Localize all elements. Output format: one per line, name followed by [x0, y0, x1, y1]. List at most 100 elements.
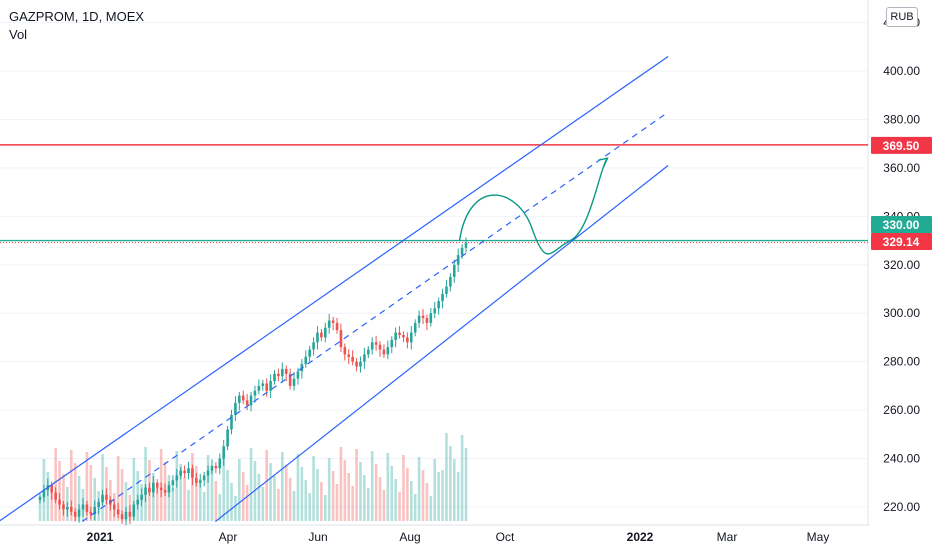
volume-bar	[359, 462, 362, 521]
time-axis[interactable]: 2021 Apr Jun Aug Oct 2022 Mar May	[87, 530, 830, 544]
candle-body	[261, 383, 265, 386]
candle-body	[269, 381, 272, 391]
candle-body	[38, 497, 42, 500]
volume-bar	[245, 485, 249, 521]
candle-body	[148, 487, 151, 493]
volume-bar	[265, 450, 268, 521]
volume-bar	[398, 492, 401, 521]
candle-body	[140, 494, 143, 500]
volume-bar	[421, 470, 425, 521]
candle-body	[347, 354, 351, 357]
volume-bar	[409, 481, 413, 521]
chart-grid	[0, 0, 932, 526]
volume-bar	[50, 485, 54, 521]
volume-bar	[429, 496, 433, 521]
candle-body	[449, 276, 452, 287]
volume-bar	[179, 464, 182, 521]
price-tick-label: 400.00	[883, 64, 920, 78]
candle-body	[175, 475, 179, 481]
candle-body	[429, 313, 433, 323]
volume-bar	[425, 483, 429, 521]
candle-body	[97, 502, 100, 507]
volume-bar	[312, 456, 315, 521]
candle-body	[320, 332, 323, 338]
candle-body	[339, 330, 343, 348]
candle-body	[112, 504, 116, 510]
channel-lower-line	[215, 164, 669, 523]
volume-bar	[183, 477, 186, 521]
candle-body	[273, 373, 276, 382]
candle-body	[241, 395, 245, 401]
candle-body	[226, 429, 229, 447]
candle-body	[456, 255, 460, 265]
price-level-tag-label: 369.50	[883, 139, 920, 153]
candle-body	[101, 494, 104, 503]
volume-bar	[261, 487, 265, 521]
volume-bar	[101, 454, 104, 521]
candle-body	[413, 322, 417, 333]
volume-bar	[191, 453, 194, 521]
candle-body	[281, 368, 284, 377]
symbol-title: GAZPROM, 1D, MOEX	[9, 9, 145, 24]
volume-bar	[363, 475, 366, 521]
volume-bar	[198, 479, 202, 521]
candle-body	[159, 487, 163, 491]
volume-bar	[378, 477, 382, 521]
candle-body	[445, 286, 448, 294]
volume-bar	[335, 484, 339, 521]
volume-bar	[249, 448, 253, 521]
candle-body	[85, 504, 89, 512]
volume-bar	[202, 492, 206, 521]
candle-body	[363, 354, 366, 362]
candle-body	[253, 390, 257, 396]
price-tick-label: 280.00	[883, 355, 920, 369]
volume-bar	[300, 467, 304, 521]
volume-bar	[214, 481, 218, 521]
price-axis[interactable]: 220.00240.00260.00280.00300.00320.00340.…	[869, 0, 932, 550]
channel-drawing[interactable]	[0, 55, 669, 545]
volume-bar	[77, 476, 81, 521]
candle-body	[257, 385, 261, 391]
channel-upper-line	[0, 55, 669, 522]
volume-bar	[54, 448, 57, 521]
time-tick-label: Apr	[219, 530, 238, 544]
volume-bar	[366, 488, 370, 521]
candle-body	[73, 511, 77, 517]
volume-bar	[296, 454, 300, 521]
candle-body	[277, 373, 280, 377]
candle-body	[128, 511, 132, 517]
volume-bar	[351, 486, 354, 521]
candle-body	[304, 356, 308, 365]
projection-curve[interactable]	[458, 157, 609, 255]
candle-body	[386, 347, 390, 355]
volume-bar	[206, 455, 210, 521]
candle-body	[460, 247, 464, 256]
candle-body	[398, 332, 401, 336]
volume-bar	[324, 495, 327, 521]
candle-body	[167, 485, 171, 493]
candle-body	[105, 494, 108, 500]
volume-bar	[386, 453, 390, 521]
volume-bar	[284, 465, 288, 521]
volume-bar	[269, 463, 272, 521]
volume-bar	[69, 450, 73, 521]
volume-bar	[413, 494, 417, 521]
candle-body	[316, 332, 319, 343]
volume-bar	[73, 463, 77, 521]
volume-bar	[316, 469, 319, 521]
candle-body	[378, 344, 382, 350]
volume-bar	[464, 448, 468, 521]
candle-body	[155, 482, 159, 488]
volume-bar	[222, 457, 225, 521]
volume-bar	[449, 446, 452, 521]
candle-body	[464, 242, 468, 248]
candle-body	[249, 395, 253, 406]
candle-body	[183, 470, 186, 474]
currency-button[interactable]: RUB	[886, 7, 918, 27]
time-tick-label: May	[807, 530, 830, 544]
volume-bar	[238, 459, 241, 521]
volume-bar	[62, 474, 65, 521]
candle-body	[54, 492, 57, 500]
volume-bar	[437, 472, 440, 521]
